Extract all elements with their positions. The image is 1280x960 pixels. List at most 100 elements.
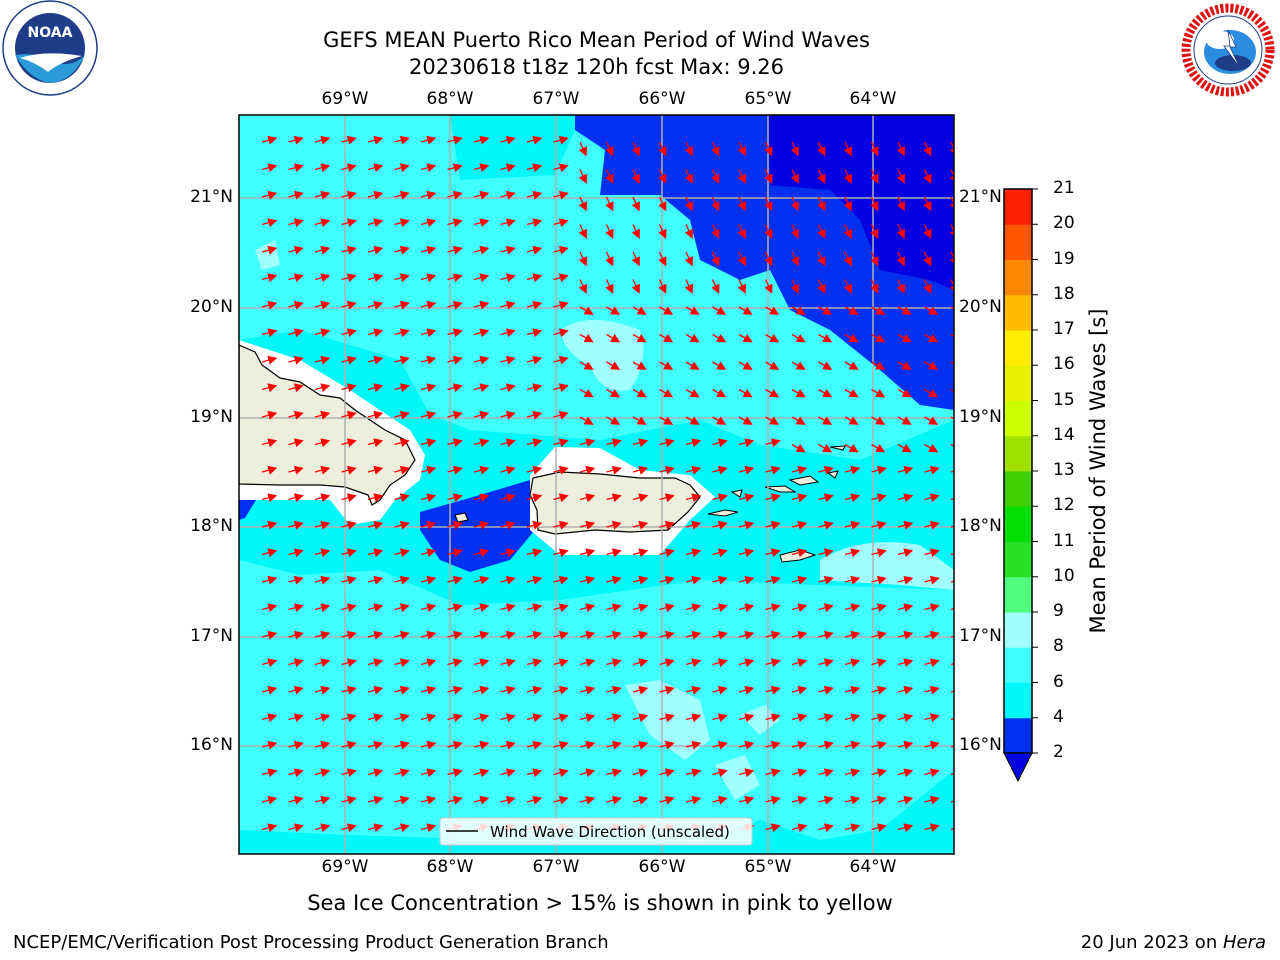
wind-wave-arrow [447,190,463,200]
colorbar-block [1004,294,1032,331]
wind-wave-arrow [500,575,516,585]
wind-wave-arrow [897,548,914,558]
wind-wave-arrow [367,300,384,310]
wind-wave-arrow [844,823,861,833]
wind-wave-arrow [341,548,357,558]
wind-wave-arrow [659,306,674,315]
wind-wave-arrow [897,630,914,640]
wind-wave-arrow [765,603,781,613]
wind-wave-arrow [685,333,700,343]
wind-wave-arrow [606,493,622,503]
wind-wave-arrow [500,520,516,530]
wind-wave-arrow [553,520,569,530]
wind-wave-arrow [341,438,357,448]
wind-wave-arrow [341,135,357,145]
wind-wave-arrow [261,410,278,420]
wind-wave-arrow [341,823,357,833]
wind-wave-arrow [314,328,331,338]
wind-wave-arrow [420,630,437,640]
wind-wave-arrow [341,630,357,640]
wind-wave-arrow [658,279,667,294]
wind-wave-arrow [447,740,463,750]
wind-wave-arrow [447,795,463,805]
wind-wave-arrow [871,465,887,475]
wind-wave-arrow [738,465,755,475]
wind-wave-arrow [606,658,622,668]
wind-wave-arrow [924,443,939,453]
wind-wave-arrow [765,795,781,805]
wind-wave-arrow [500,273,516,283]
colorbar-tick-label: 15 [1053,389,1075,410]
wind-wave-arrow [844,685,861,695]
wind-wave-arrow [367,383,384,393]
colorbar-tick-label: 20 [1053,213,1075,234]
wind-wave-arrow [261,328,278,338]
wind-wave-arrow [818,306,833,315]
wind-wave-arrow [261,520,278,530]
wind-wave-arrow [341,273,357,283]
wind-wave-arrow [606,548,622,558]
sea-ice-note-text: Sea Ice Concentration > 15% is shown in … [307,891,893,915]
wind-wave-arrow [500,190,516,200]
wind-wave-arrow [605,141,614,157]
wind-wave-arrow [844,416,859,425]
lat-label-left-17n: 17°N [190,626,233,646]
wind-wave-arrow [737,251,746,267]
wind-wave-arrow [261,218,278,228]
wind-wave-arrow [447,300,463,310]
wind-wave-arrow [526,658,543,668]
wind-wave-arrow [420,795,437,805]
wind-wave-arrow [871,575,887,585]
wind-wave-arrow [606,630,622,640]
wind-wave-arrow [685,658,702,668]
wind-wave-arrow [790,141,799,157]
wind-wave-arrow [870,196,879,212]
lat-label-left-19n: 19°N [190,407,233,427]
wind-wave-arrow [579,575,596,585]
wind-wave-arrow [314,245,331,255]
wind-wave-arrow [818,548,834,558]
wind-wave-arrow [288,658,304,668]
colorbar-tick-label: 12 [1053,495,1075,516]
wind-wave-arrow [765,685,781,695]
wind-wave-arrow [367,410,384,420]
wind-wave-arrow [844,658,861,668]
colorbar-block [1004,224,1032,260]
wind-wave-arrow [738,388,753,398]
wind-wave-arrow [765,333,780,343]
wind-wave-arrow [843,251,852,267]
wind-wave-arrow [500,135,516,145]
wind-wave-arrow [367,603,384,613]
wind-wave-arrow [791,685,808,695]
wind-wave-arrow [924,306,939,315]
wind-wave-arrow [791,520,808,530]
wind-wave-arrow [950,306,954,310]
wind-wave-arrow [288,713,304,723]
wind-wave-arrow [526,410,543,420]
wind-wave-arrow [420,520,437,530]
wind-wave-arrow [791,306,806,315]
wind-wave-arrow [712,333,727,343]
wind-wave-arrow [843,224,852,239]
wind-wave-arrow [897,795,914,805]
wind-wave-arrow [526,630,543,640]
wind-wave-arrow [711,279,720,294]
wind-wave-arrow [553,740,569,750]
wind-wave-arrow [341,795,357,805]
wind-wave-arrow [791,361,806,370]
wind-wave-arrow [738,603,755,613]
wind-wave-arrow [844,768,861,778]
wind-wave-arrow [871,361,886,370]
wind-wave-arrow [500,218,516,228]
wind-wave-arrow [818,795,834,805]
wind-wave-arrow [632,740,649,750]
wind-wave-arrow [791,603,808,613]
wind-wave-arrow [579,333,594,343]
wind-wave-arrow [367,355,384,365]
colorbar-block [1004,682,1032,719]
wind-wave-arrow [367,190,384,200]
wind-wave-arrow [394,163,410,173]
wind-wave-arrow [605,224,614,239]
wind-wave-arrow [632,388,647,398]
wind-wave-arrow [473,410,490,420]
